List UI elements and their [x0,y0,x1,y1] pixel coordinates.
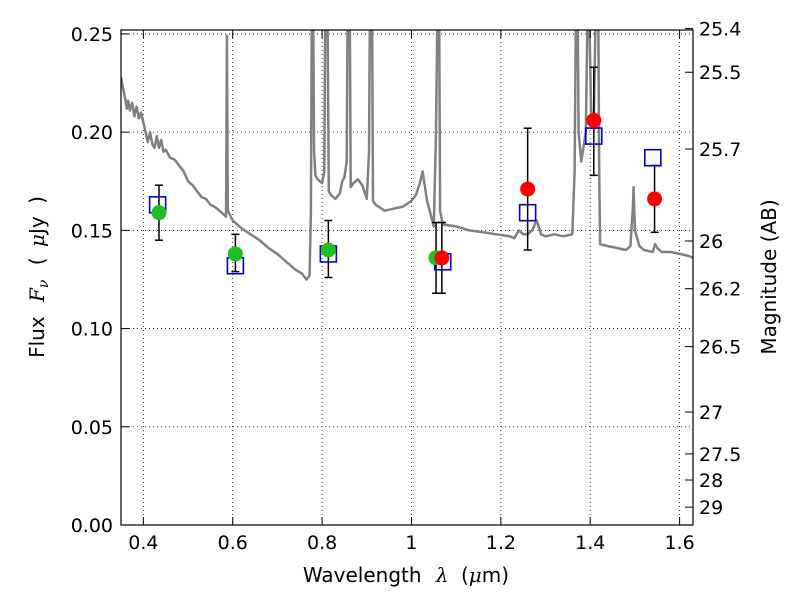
y2-tick-label: 26.5 [699,337,741,359]
observed-green-point [151,205,167,221]
y2-axis-label: Magnitude (AB) [757,199,781,354]
y-tick-label: 0.00 [71,515,113,537]
y-axis-label: Flux Fν ( μJy ) [25,196,53,358]
observed-green-point [320,242,336,258]
x-axis-label-unit-open: ( [461,563,469,587]
y2-tick-label: 26 [699,231,723,253]
y2-tick-label: 29 [699,497,723,519]
model-square-marker [584,127,603,145]
y-axis-label-unit-close: ) [25,196,49,204]
x-tick-label: 1.6 [664,532,694,554]
observed-red-point [434,250,450,266]
y-axis-label-unit-open: ( [25,257,49,265]
observed-green-point [227,246,243,262]
observed-red-point [520,181,536,197]
y-axis-label-unit-mu: μ [25,234,49,247]
x-tick-label: 1.4 [575,532,605,554]
plot-frame [120,29,694,526]
y2-tick-label: 25.4 [699,19,741,41]
marker-layer [148,112,663,275]
y-axis-label-symbol: F [25,287,49,303]
model-square-marker [518,203,537,222]
tick-layer: 0.4 0.6 0.8 1 1.2 1.4 1.6 0.00 0.05 0.10 0.15 0.20 0… [71,19,742,554]
y-tick-label: 0.10 [71,319,113,341]
y2-tick-label: 27 [699,402,723,424]
x-tick-label: 0.4 [128,532,158,554]
y2-tick-label: 25.7 [699,139,741,161]
x-axis-label: Wavelength λ (μm) [303,563,509,587]
x-axis-label-unit-rest: m) [482,563,509,587]
observed-red-point [586,112,602,128]
y-axis-label-text: Flux [25,316,49,358]
x-axis-label-symbol: λ [435,563,449,587]
x-tick-label: 0.6 [218,532,248,554]
y2-tick-label: 26.2 [699,279,741,301]
y2-tick-label: 28 [699,470,723,492]
y-tick-label: 0.20 [71,122,113,144]
y2-tick-label: 25.5 [699,62,741,84]
y-axis-label-subscript: ν [36,279,52,288]
y-axis-label-unit-rest: Jy [25,216,49,236]
sed-model-curve [121,30,693,281]
x-axis-label-unit-mu: μ [469,563,482,587]
x-axis-label-text: Wavelength [303,563,422,587]
y-tick-label: 0.25 [71,24,113,46]
y-tick-label: 0.05 [71,417,113,439]
observed-red-point [647,191,663,207]
x-tick-label: 0.8 [307,532,337,554]
model-square-marker [643,148,662,167]
x-tick-label: 1 [405,532,417,554]
y2-tick-label: 27.5 [699,444,741,466]
y-tick-label: 0.15 [71,220,113,242]
x-tick-label: 1.2 [486,532,516,554]
